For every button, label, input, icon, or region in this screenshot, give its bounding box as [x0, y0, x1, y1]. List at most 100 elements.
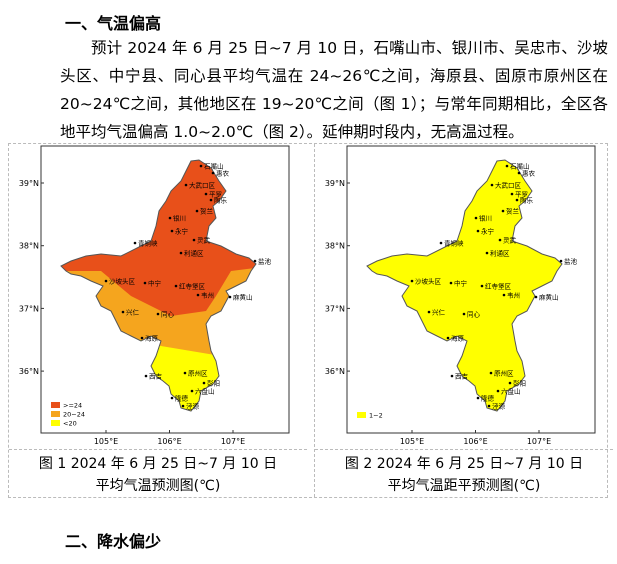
city-dot — [174, 284, 178, 288]
city-label: 六盘山 — [195, 387, 215, 396]
city-dot — [202, 381, 206, 385]
city-label: 平罗 — [209, 191, 222, 199]
legend-swatch — [357, 412, 366, 418]
city-label: 隆德 — [175, 394, 189, 403]
city-label: 中宁 — [148, 279, 162, 288]
city-dot — [104, 279, 108, 283]
lat-label: 36°N — [325, 367, 345, 376]
city-dot — [143, 281, 147, 285]
city-dot — [450, 374, 454, 378]
city-dot — [140, 336, 144, 340]
city-label: 原州区 — [188, 370, 208, 378]
city-dot — [476, 396, 480, 400]
region-outline — [60, 159, 257, 412]
legend-label: <20 — [63, 420, 77, 428]
city-dot — [144, 374, 148, 378]
city-dot — [515, 198, 519, 202]
city-dot — [496, 389, 500, 393]
city-dot — [487, 404, 491, 408]
caption: 图 1 2024 年 6 月 25 日~7 月 10 日 平均气温预测图(℃) — [9, 449, 307, 497]
city-dot — [449, 281, 453, 285]
separator — [314, 144, 315, 497]
city-label: 兴仁 — [432, 308, 446, 317]
lon-label: 106°E — [463, 437, 487, 446]
legend-label: 20~24 — [63, 411, 85, 419]
legend-swatch — [51, 411, 60, 417]
city-dot — [184, 183, 188, 187]
caption-line: 图 2 2024 年 6 月 25 日~7 月 10 日 — [344, 456, 584, 472]
city-label: 同心 — [467, 311, 481, 319]
city-label: 韦州 — [507, 292, 520, 300]
city-label: 银川 — [479, 214, 492, 223]
lat-label: 38°N — [325, 242, 345, 251]
city-dot — [427, 310, 431, 314]
lon-label: 105°E — [94, 437, 118, 446]
city-label: 红寺堡区 — [179, 282, 206, 291]
city-dot — [121, 310, 125, 314]
city-label: 西吉 — [455, 373, 469, 381]
city-dot — [490, 183, 494, 187]
city-dot — [462, 312, 466, 316]
city-label: 陶乐 — [214, 196, 228, 205]
city-dot — [209, 198, 213, 202]
city-dot — [253, 259, 257, 263]
lat-label: 37°N — [325, 304, 345, 313]
region-outline — [366, 159, 563, 412]
city-dot — [446, 336, 450, 340]
lat-label: 39°N — [325, 179, 345, 188]
paragraph: 预计 2024 年 6 月 25 日~7 月 10 日，石嘴山市、银川市、吴忠市… — [60, 39, 608, 141]
city-dot — [179, 251, 183, 255]
city-dot — [170, 229, 174, 233]
caption: 图 2 2024 年 6 月 25 日~7 月 10 日 平均气温距平预测图(℃… — [315, 449, 613, 497]
city-dot — [204, 192, 208, 196]
figure-table: 石嘴山 惠农 大武口区 平罗 陶乐 贺兰 银川 永宁 灵武 青铜峡 利通区 盐池 沙坡头区 中宁 红寺堡区韦… — [8, 143, 613, 498]
caption-line: 平均气温距平预测图(℃) — [387, 478, 541, 494]
city-label: 沙坡头区 — [109, 277, 136, 286]
lat-label: 36°N — [19, 367, 39, 376]
section-heading: 二、降水偏少 — [65, 532, 162, 551]
city-label: 青铜峡 — [138, 239, 158, 248]
city-label: 银川 — [173, 214, 186, 223]
city-label: 兴仁 — [126, 308, 140, 317]
lat-label: 39°N — [19, 179, 39, 188]
city-dot — [199, 164, 203, 168]
city-label: 陶乐 — [520, 196, 534, 205]
city-label: 利通区 — [184, 249, 204, 258]
city-dot — [168, 216, 172, 220]
city-label: 中宁 — [454, 279, 468, 288]
city-dot — [480, 284, 484, 288]
city-label: 平罗 — [515, 191, 528, 199]
city-label: 六盘山 — [501, 387, 521, 396]
legend-label: >=24 — [63, 402, 82, 410]
lon-label: 105°E — [400, 437, 424, 446]
city-label: 青铜峡 — [444, 239, 464, 248]
city-label: 贺兰 — [200, 207, 214, 216]
city-label: 彭阳 — [207, 379, 220, 388]
city-label: 永宁 — [175, 227, 189, 236]
city-dot — [489, 371, 493, 375]
city-dot — [196, 293, 200, 297]
city-dot — [505, 164, 509, 168]
city-label: 麻黄山 — [233, 293, 253, 302]
caption-line: 平均气温预测图(℃) — [95, 478, 221, 494]
lat-label: 38°N — [19, 242, 39, 251]
city-label: 灵武 — [197, 236, 211, 245]
city-label: 灵武 — [503, 236, 517, 245]
city-label: 隆德 — [481, 394, 495, 403]
city-label: 惠农 — [216, 169, 230, 178]
city-dot — [156, 312, 160, 316]
city-dot — [534, 295, 538, 299]
city-label: 红寺堡区 — [485, 282, 512, 291]
city-label: 沙坡头区 — [415, 277, 442, 286]
city-label: 利通区 — [490, 249, 510, 258]
city-dot — [485, 251, 489, 255]
city-label: 海原 — [451, 334, 465, 343]
legend-swatch — [51, 420, 60, 426]
city-dot — [502, 293, 506, 297]
lat-label: 37°N — [19, 304, 39, 313]
city-dot — [228, 295, 232, 299]
city-label: 大武口区 — [495, 181, 522, 190]
